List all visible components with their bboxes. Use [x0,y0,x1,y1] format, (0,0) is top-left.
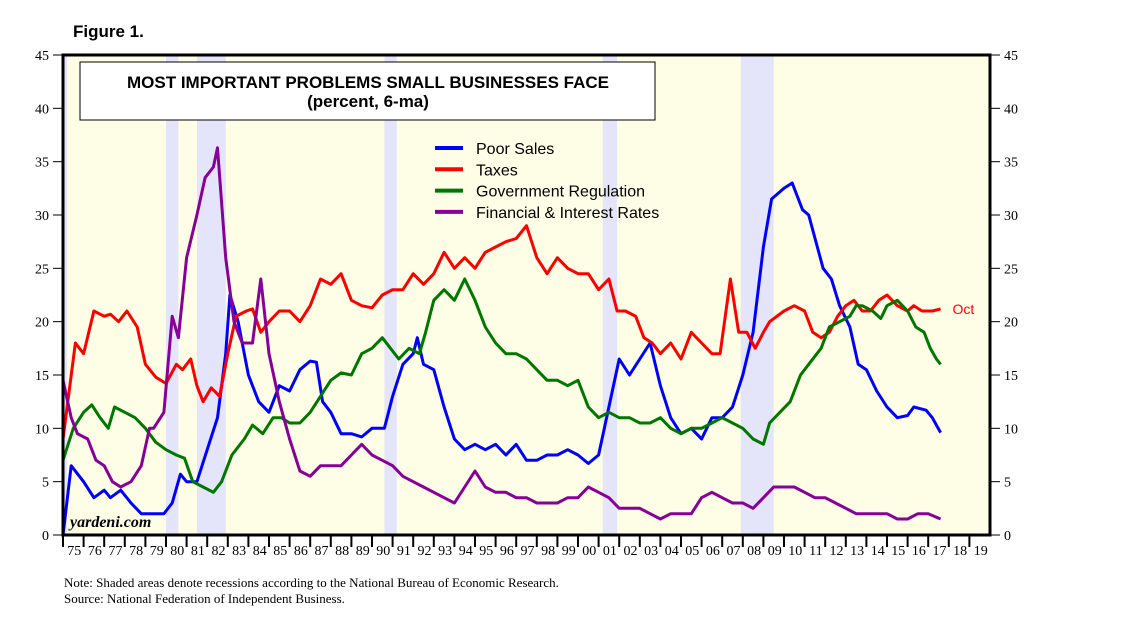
x-tick-label: 94 [459,544,473,559]
x-tick-label: 02 [624,544,638,559]
x-tick-label: 86 [294,544,308,559]
y-tick-label: 5 [42,476,49,491]
y-tick-label-right: 10 [1004,422,1018,437]
x-tick-label: 99 [562,544,576,559]
y-tick-label-right: 40 [1004,102,1018,117]
x-tick-label: 17 [933,544,947,559]
x-tick-label: 89 [356,544,370,559]
y-tick-label-right: 45 [1004,49,1018,64]
x-tick-label: 95 [479,544,493,559]
watermark: yardeni.com [68,514,151,531]
x-tick-label: 07 [727,544,741,559]
recession-band [166,55,179,535]
x-tick-label: 87 [315,544,329,559]
x-tick-label: 01 [603,544,617,559]
x-tick-label: 13 [850,544,864,559]
x-tick-label: 12 [830,544,844,559]
x-tick-label: 15 [891,544,905,559]
x-tick-label: 98 [541,544,555,559]
x-tick-label: 82 [212,544,226,559]
recession-band [602,55,618,535]
x-tick-label: 08 [747,544,761,559]
y-tick-label-right: 0 [1004,529,1011,544]
x-tick-label: 00 [582,544,596,559]
y-tick-label-right: 35 [1004,156,1018,171]
x-tick-label: 14 [871,544,885,559]
chart-subtitle: (percent, 6-ma) [307,92,429,111]
x-tick-label: 91 [397,544,411,559]
x-tick-label: 83 [232,544,246,559]
y-tick-label: 35 [35,156,49,171]
x-tick-label: 16 [912,544,926,559]
x-tick-label: 96 [500,544,514,559]
chart-title: MOST IMPORTANT PROBLEMS SMALL BUSINESSES… [127,73,609,92]
x-tick-label: 93 [438,544,452,559]
note-recessions: Note: Shaded areas denote recessions acc… [64,575,559,590]
x-tick-label: 11 [809,544,822,559]
x-tick-label: 81 [191,544,205,559]
series-line-poor-sales [61,181,942,536]
y-tick-label-right: 5 [1004,476,1011,491]
x-tick-label: 76 [88,544,102,559]
x-tick-label: 09 [768,544,782,559]
end-label: Oct [953,301,975,317]
x-tick-label: 05 [685,544,699,559]
recession-band [196,55,226,535]
x-tick-label: 97 [521,544,535,559]
note-source: Source: National Federation of Independe… [64,591,345,606]
x-tick-label: 79 [150,544,164,559]
series-line-government-regulation [61,277,942,494]
x-tick-label: 75 [67,544,81,559]
legend-label: Taxes [476,162,518,179]
x-tick-label: 04 [665,544,679,559]
plot-frame [61,53,992,537]
x-tick-label: 88 [335,544,349,559]
x-tick-label: 10 [788,544,802,559]
y-tick-label: 30 [35,209,49,224]
y-tick-label: 25 [35,262,49,277]
x-tick-label: 19 [974,544,988,559]
x-tick-label: 90 [376,544,390,559]
legend-label: Poor Sales [476,141,554,158]
y-tick-label-right: 15 [1004,369,1018,384]
x-tick-label: 03 [644,544,658,559]
y-tick-label: 0 [42,529,49,544]
y-tick-label: 10 [35,422,49,437]
x-tick-label: 77 [109,544,123,559]
x-tick-label: 84 [253,544,267,559]
y-tick-label: 20 [35,316,49,331]
recession-band [63,55,68,535]
y-tick-label: 40 [35,102,49,117]
figure-label: Figure 1. [73,22,144,41]
x-tick-label: 85 [273,544,287,559]
y-tick-label: 15 [35,369,49,384]
x-tick-label: 92 [418,544,432,559]
series-line-financial-interest-rates [61,146,942,521]
title-box [79,61,656,121]
x-tick-label: 18 [953,544,967,559]
y-tick-label-right: 30 [1004,209,1018,224]
y-tick-label: 45 [35,49,49,64]
x-tick-label: 78 [129,544,143,559]
legend-label: Government Regulation [476,184,645,201]
y-tick-label-right: 25 [1004,262,1018,277]
legend-label: Financial & Interest Rates [476,205,659,222]
series-line-taxes [61,224,941,440]
x-tick-label: 06 [706,544,720,559]
x-tick-label: 80 [170,544,184,559]
y-tick-label-right: 20 [1004,316,1018,331]
